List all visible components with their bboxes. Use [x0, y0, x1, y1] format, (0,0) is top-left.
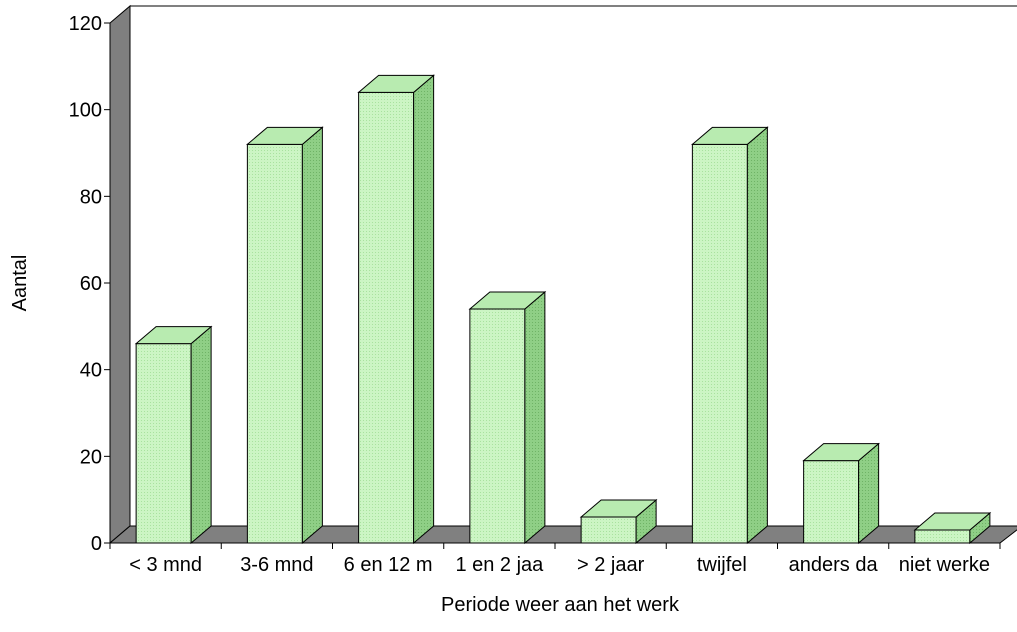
y-tick-label: 0	[91, 533, 102, 555]
x-tick-label: 1 en 2 jaa	[455, 554, 544, 576]
bar	[802, 442, 880, 545]
bar	[913, 511, 992, 545]
x-axis: < 3 mnd 3-6 mnd 6 en 12 m 1 en 2 jaa > 2 jaa…	[109, 542, 1001, 576]
bar-top	[691, 126, 769, 145]
bar-top	[579, 499, 658, 518]
x-tick-label: < 3 mnd	[129, 554, 202, 576]
bar-top	[357, 74, 435, 93]
floor	[108, 525, 1017, 544]
side-wall	[109, 4, 131, 545]
bar	[579, 498, 658, 545]
bar-side	[301, 126, 323, 545]
bar-top	[468, 291, 547, 310]
bar-side	[190, 325, 212, 545]
bar-front	[358, 91, 415, 544]
x-tick-label: niet werke	[899, 554, 990, 576]
bar-front	[135, 343, 192, 544]
x-axis-title: Periode weer aan het werk	[441, 594, 680, 616]
chart-walls	[108, 4, 1017, 545]
bar	[134, 325, 213, 545]
bar-front	[803, 460, 860, 544]
x-tick-label: anders da	[789, 554, 879, 576]
y-tick-label: 40	[80, 360, 102, 382]
bar-top	[134, 326, 213, 345]
x-tick-label: twijfel	[697, 554, 747, 576]
bar-front	[246, 143, 303, 544]
bar-top	[246, 126, 324, 145]
bar-top	[913, 512, 992, 531]
y-tick-label: 60	[80, 273, 102, 295]
x-tick-label: 6 en 12 m	[344, 554, 433, 576]
bar	[357, 74, 435, 545]
y-tick-label: 100	[69, 100, 102, 122]
x-tick-label: > 2 jaar	[577, 554, 645, 576]
y-axis-title: Aantal	[9, 255, 31, 312]
bar-front	[469, 308, 526, 544]
bar-top	[802, 443, 880, 462]
bar-front	[580, 516, 637, 544]
y-tick-label: 20	[80, 446, 102, 468]
bar	[468, 290, 547, 545]
y-axis: 0 20 40 60 80 100 120	[69, 13, 111, 555]
bar	[691, 126, 769, 545]
bar-side	[524, 290, 546, 545]
bar-side	[413, 74, 435, 545]
y-tick-label: 120	[69, 13, 102, 35]
bar-front	[914, 529, 971, 544]
bar-front	[691, 143, 748, 544]
y-tick-label: 80	[80, 186, 102, 208]
x-tick-label: 3-6 mnd	[240, 554, 313, 576]
bar-side	[746, 126, 768, 545]
bars-group	[134, 74, 992, 545]
bar	[246, 126, 324, 545]
